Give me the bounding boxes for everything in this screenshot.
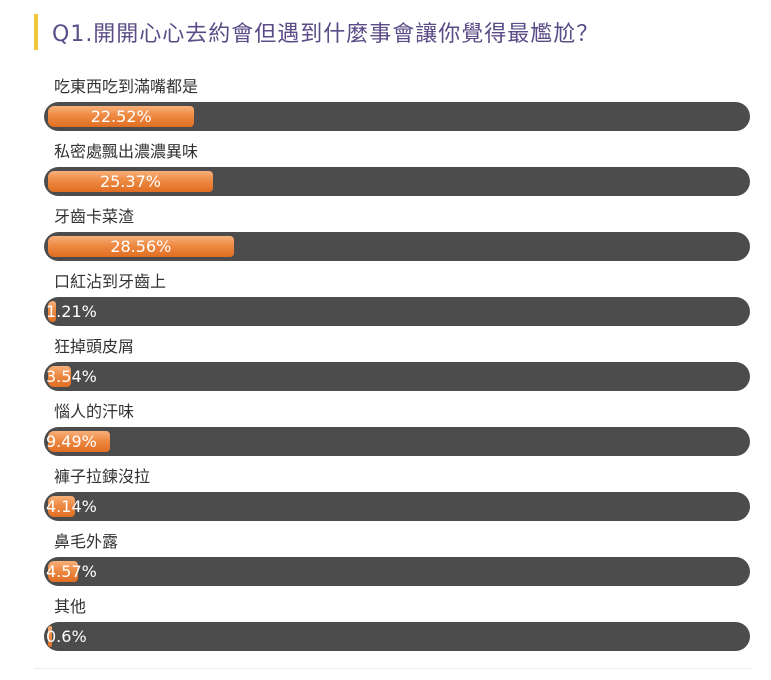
bar-fill xyxy=(48,431,110,452)
option-label: 私密處飄出濃濃異味 xyxy=(54,142,199,161)
option-label: 吃東西吃到滿嘴都是 xyxy=(54,77,199,96)
bar-track: 9.49% xyxy=(44,427,750,456)
option-label: 口紅沾到牙齒上 xyxy=(54,272,167,291)
bar-fill xyxy=(48,301,56,322)
poll-option-row: 褲子拉鍊沒拉 4.14% xyxy=(44,466,750,531)
option-label: 鼻毛外露 xyxy=(54,532,119,551)
bar-track: 0.6% xyxy=(44,622,750,651)
poll-option-row: 其他 0.6% xyxy=(44,596,750,661)
option-label: 惱人的汗味 xyxy=(54,402,135,421)
question-title: Q1.開開心心去約會但遇到什麼事會讓你覺得最尷尬？ xyxy=(52,22,600,47)
poll-option-row: 口紅沾到牙齒上 1.21% xyxy=(44,271,750,336)
bar-track: 3.54% xyxy=(44,362,750,391)
poll-option-row: 牙齒卡菜渣 28.56% xyxy=(44,206,750,271)
bar-fill xyxy=(48,496,75,517)
option-label: 其他 xyxy=(54,597,87,616)
percentage-label: 25.37% xyxy=(99,172,161,191)
percentage-label: 4.57% xyxy=(46,562,97,581)
bar-fill xyxy=(48,561,78,582)
option-label: 牙齒卡菜渣 xyxy=(54,207,135,226)
bar-track: 25.37% xyxy=(44,167,750,196)
option-label: 褲子拉鍊沒拉 xyxy=(54,467,151,486)
percentage-label: 1.21% xyxy=(46,302,97,321)
bar-fill xyxy=(48,236,234,257)
percentage-label: 0.6% xyxy=(46,627,87,646)
poll-option-row: 吃東西吃到滿嘴都是 22.52% xyxy=(44,76,750,141)
percentage-label: 28.56% xyxy=(110,237,172,256)
percentage-label: 3.54% xyxy=(46,367,97,386)
bar-track: 4.57% xyxy=(44,557,750,586)
bar-track: 1.21% xyxy=(44,297,750,326)
poll-option-row: 鼻毛外露 4.57% xyxy=(44,531,750,596)
percentage-label: 9.49% xyxy=(46,432,97,451)
bar-fill xyxy=(48,626,52,647)
bar-fill xyxy=(48,106,195,127)
bar-track: 28.56% xyxy=(44,232,750,261)
bar-track: 22.52% xyxy=(44,102,750,131)
bar-fill xyxy=(48,171,213,192)
bar-track: 4.14% xyxy=(44,492,750,521)
poll-option-row: 私密處飄出濃濃異味 25.37% xyxy=(44,141,750,206)
option-label: 狂掉頭皮屑 xyxy=(54,337,135,356)
poll-option-row: 惱人的汗味 9.49% xyxy=(44,401,750,466)
bar-fill xyxy=(48,366,71,387)
percentage-label: 4.14% xyxy=(46,497,97,516)
poll-results-chart: 吃東西吃到滿嘴都是 22.52% 私密處飄出濃濃異味 25.37% 牙齒卡菜渣 28.56… xyxy=(44,76,750,661)
bottom-divider xyxy=(34,668,752,669)
percentage-label: 22.52% xyxy=(90,107,152,126)
poll-option-row: 狂掉頭皮屑 3.54% xyxy=(44,336,750,401)
question-header: Q1.開開心心去約會但遇到什麼事會讓你覺得最尷尬？ xyxy=(34,14,599,50)
